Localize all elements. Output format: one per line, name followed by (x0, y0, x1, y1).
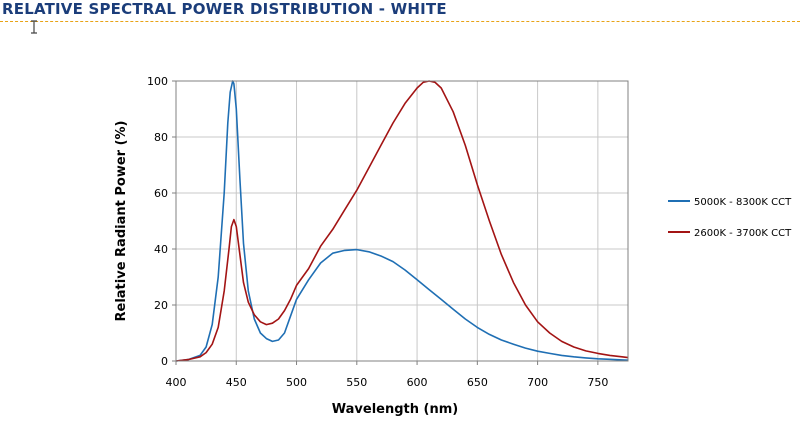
series-lines (175, 80, 629, 362)
y-tick-label: 80 (154, 131, 168, 144)
y-tick-label: 20 (154, 299, 168, 312)
x-tick-label: 750 (587, 376, 608, 389)
x-tick-label: 650 (467, 376, 488, 389)
text-cursor-icon (31, 20, 37, 34)
legend: 5000K - 8300K CCT 2600K - 3700K CCT (668, 197, 792, 239)
x-axis-ticks: 400 450 500 550 600 650 700 750 (166, 361, 608, 389)
x-tick-label: 400 (166, 376, 187, 389)
x-axis-label: Wavelength (nm) (332, 402, 458, 417)
page-title: RELATIVE SPECTRAL POWER DISTRIBUTION - W… (2, 0, 447, 18)
title-divider (0, 21, 800, 22)
x-tick-label: 700 (527, 376, 548, 389)
x-tick-label: 450 (226, 376, 247, 389)
grid-lines (176, 81, 628, 361)
plot-border (175, 80, 629, 362)
legend-label-1: 5000K - 8300K CCT (694, 197, 792, 208)
plot-area (176, 81, 628, 361)
y-tick-label: 0 (161, 355, 168, 368)
series-line-1 (175, 80, 629, 362)
y-tick-label: 60 (154, 187, 168, 200)
series-line-2 (175, 80, 629, 362)
legend-label-2: 2600K - 3700K CCT (694, 228, 792, 239)
x-tick-label: 500 (286, 376, 307, 389)
y-tick-label: 100 (147, 75, 168, 88)
x-tick-label: 600 (407, 376, 428, 389)
y-axis-ticks: 0 20 40 60 80 100 (147, 75, 176, 368)
y-axis-label: Relative Radiant Power (%) (114, 121, 129, 322)
x-tick-label: 550 (346, 376, 367, 389)
y-tick-label: 40 (154, 243, 168, 256)
